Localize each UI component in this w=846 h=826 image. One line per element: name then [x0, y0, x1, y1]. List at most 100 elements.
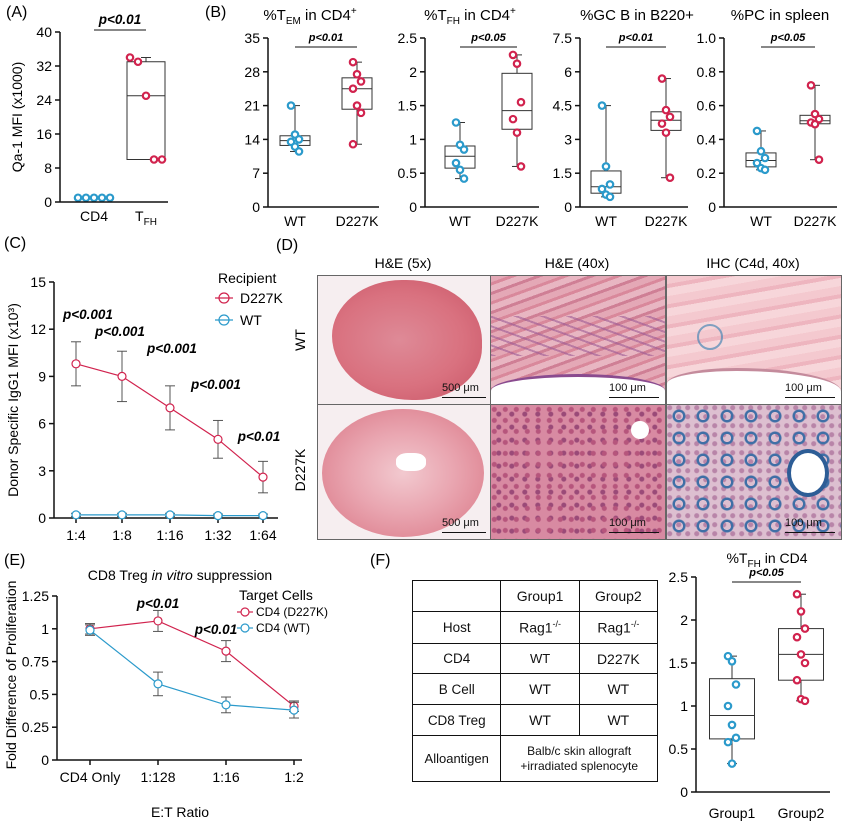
x-tick-label: CD4 Only	[60, 769, 121, 785]
box	[126, 61, 166, 160]
data-point	[459, 174, 469, 183]
scale-bar-label: 100 μm	[609, 382, 646, 394]
y-tick-label: 6	[564, 64, 572, 80]
table-cell: Rag1-/-	[578, 610, 659, 644]
y-tick-label: 1	[409, 131, 417, 147]
table-cell	[411, 580, 502, 612]
table-header-group2: Group2	[578, 580, 659, 612]
y-tick-label: 0	[409, 199, 417, 215]
y-tick-label: 1.5	[669, 655, 689, 671]
x-tick-label: D227K	[645, 213, 688, 229]
scale-bar-5x: 500 μm	[442, 382, 486, 398]
y-tick-label: 0.8	[697, 64, 717, 80]
data-point	[258, 472, 268, 482]
data-point	[508, 114, 518, 124]
table-row-label: Host	[411, 610, 502, 644]
y-tick-label: 16	[36, 126, 52, 142]
table-cell: Balb/c skin allograft +irradiated spleno…	[500, 735, 658, 782]
data-point	[149, 155, 159, 164]
x-tick-label: WT	[750, 213, 772, 229]
data-point	[105, 193, 115, 203]
x-tick-label: 1:2	[284, 769, 304, 785]
scale-bar-label: 500 μm	[442, 517, 479, 529]
data-point	[727, 759, 737, 768]
data-point	[141, 91, 151, 101]
data-point	[71, 359, 81, 369]
data-point	[165, 510, 175, 520]
x-tick-label: CD4	[80, 208, 108, 224]
y-tick-label: 0.2	[697, 165, 717, 181]
data-point	[727, 656, 737, 666]
scale-bar-5x: 500 μm	[442, 517, 486, 533]
data-point	[756, 146, 766, 156]
data-point	[760, 153, 770, 163]
y-axis-label: Fold Difference of Proliferation	[3, 581, 19, 770]
y-tick-label: 0.5	[669, 741, 689, 757]
y-tick-label: 9	[38, 368, 46, 384]
scale-bar-label: 100 μm	[785, 517, 822, 529]
data-point	[71, 510, 81, 520]
x-tick-label: WT	[284, 213, 306, 229]
x-tick-label: D227K	[794, 213, 837, 229]
y-tick-label: 1.0	[697, 30, 717, 46]
p-value: p<0.001	[146, 341, 197, 356]
p-value: p<0.001	[62, 307, 113, 322]
data-point	[723, 737, 733, 747]
y-tick-label: 0	[564, 199, 572, 215]
table-cell: WT	[500, 704, 580, 736]
table-cell: Rag1-/-	[500, 610, 580, 644]
x-tick-label: D227K	[336, 213, 379, 229]
data-point	[806, 81, 816, 90]
y-tick-label: 6	[38, 416, 46, 432]
box	[650, 111, 682, 131]
data-point	[157, 155, 167, 164]
table-row: Host Rag1-/- Rag1-/-	[411, 610, 659, 644]
data-point	[760, 165, 770, 175]
data-point	[731, 733, 741, 743]
p-value: p<0.001	[190, 377, 241, 392]
data-point	[89, 193, 99, 203]
x-tick-label: 1:16	[156, 527, 183, 543]
data-point	[97, 193, 107, 203]
data-point	[508, 50, 518, 60]
table-cell: WT	[578, 673, 659, 706]
legend-title: Recipient	[218, 270, 276, 286]
y-tick-label: 1.25	[22, 588, 49, 604]
data-point	[796, 607, 806, 616]
data-point	[451, 118, 461, 127]
data-point	[348, 57, 358, 67]
x-tick-label: 1:64	[249, 527, 276, 543]
panel-label: (B)	[205, 4, 226, 21]
y-tick-label: 7	[252, 165, 260, 181]
data-point	[258, 511, 268, 521]
data-point	[73, 193, 83, 203]
box	[709, 678, 755, 740]
scale-bar-label: 100 μm	[609, 517, 646, 529]
x-tick-label: 1:32	[204, 527, 231, 543]
data-point	[213, 434, 223, 444]
data-point	[792, 675, 802, 685]
y-tick-label: 3	[38, 463, 46, 479]
chart-title: %TFH in CD4	[726, 550, 807, 570]
legend-label: CD4 (D227K)	[256, 605, 328, 619]
y-tick-label: 15	[30, 274, 46, 290]
y-tick-label: 0.5	[30, 686, 50, 702]
data-point	[286, 101, 296, 110]
series-line	[89, 629, 295, 711]
data-point	[459, 145, 469, 154]
x-tick-label: D227K	[496, 213, 539, 229]
y-tick-label: 4.5	[553, 98, 573, 114]
scale-bar-40x: 100 μm	[785, 382, 835, 398]
data-point	[731, 680, 741, 689]
data-point	[601, 162, 611, 171]
chart-title: %TEM in CD4+	[263, 6, 357, 27]
data-point	[153, 616, 163, 626]
y-tick-label: 21	[244, 98, 260, 114]
y-tick-label: 1.5	[553, 165, 573, 181]
y-axis-label: Qa-1 MFI (x1000)	[9, 62, 25, 172]
y-tick-label: 0.4	[697, 131, 717, 147]
data-point	[289, 705, 299, 715]
data-point	[153, 679, 163, 689]
scale-bar-40x: 100 μm	[785, 517, 835, 533]
